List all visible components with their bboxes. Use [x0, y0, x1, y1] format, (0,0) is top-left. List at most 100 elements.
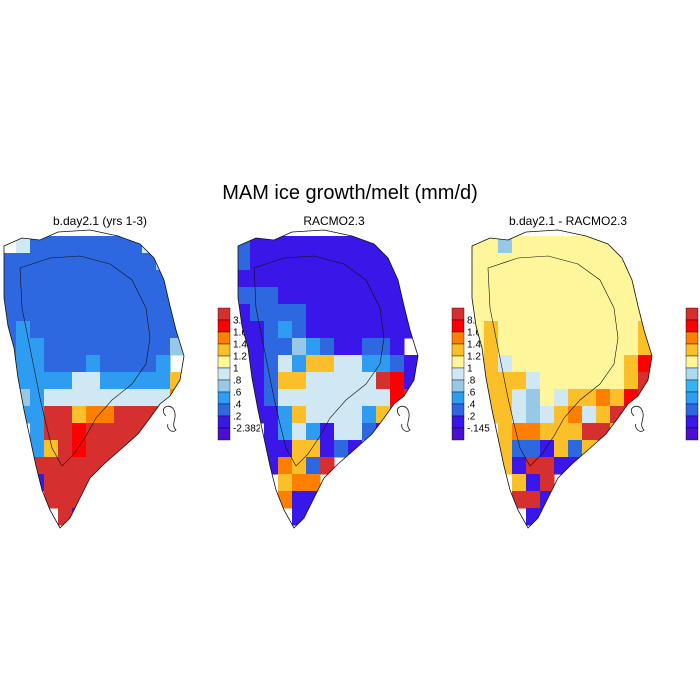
- grid-cell: [540, 236, 555, 254]
- grid-cell: [264, 355, 279, 373]
- colorbar-swatch: [451, 355, 465, 369]
- grid-cell: [362, 372, 377, 390]
- grid-cell: [238, 355, 251, 373]
- colorbar-tick-label: .2: [467, 412, 476, 423]
- grid-cell: [128, 423, 143, 441]
- grid-cell: [334, 389, 349, 407]
- map-panel-difference: b.day2.1 - RACMO2.3 3.2721.61.2.8.40-.4-…: [468, 214, 700, 534]
- grid-cell: [142, 338, 157, 356]
- grid-cell: [292, 457, 307, 475]
- grid-cell: [610, 287, 625, 305]
- grid-cell: [498, 406, 513, 424]
- grid-cell: [250, 338, 265, 356]
- grid-cell: [320, 406, 335, 424]
- grid-cell: [320, 440, 335, 458]
- grid-cell: [348, 338, 363, 356]
- grid-cell: [100, 423, 115, 441]
- grid-cell: [610, 372, 625, 390]
- colorbar-tick-label: .4: [467, 400, 476, 411]
- grid-cell: [264, 321, 279, 339]
- grid-cell: [100, 389, 115, 407]
- grid-cell: [540, 338, 555, 356]
- grid-cell: [114, 338, 129, 356]
- grid-cell: [582, 355, 597, 373]
- grid-cell: [114, 304, 129, 322]
- grid-cell: [142, 236, 157, 254]
- grid-cell: [86, 440, 101, 458]
- grid-cell: [278, 440, 293, 458]
- grid-cell: [306, 508, 321, 526]
- grid-cell: [484, 321, 499, 339]
- colorbar-swatch: [451, 367, 465, 381]
- grid-cell: [498, 287, 513, 305]
- grid-cell: [526, 304, 541, 322]
- panel-title-difference: b.day2.1 - RACMO2.3: [508, 214, 628, 228]
- grid-cell: [4, 270, 17, 288]
- grid-cell: [554, 372, 569, 390]
- colorbar-swatch: [451, 379, 465, 393]
- grid-cell: [540, 389, 555, 407]
- grid-cell: [624, 304, 639, 322]
- grid-cell: [44, 389, 59, 407]
- grid-cell: [362, 304, 377, 322]
- colorbar-tick-label: 1.2: [467, 352, 481, 363]
- grid-cell: [58, 474, 73, 492]
- grid-cell: [512, 236, 527, 254]
- grid-cell: [142, 355, 157, 373]
- grid-cell: [264, 236, 279, 254]
- grid-cell: [44, 270, 59, 288]
- grid-cell: [568, 406, 583, 424]
- grid-cell: [526, 389, 541, 407]
- grid-cell: [128, 338, 143, 356]
- grid-cell: [512, 423, 527, 441]
- grid-cell: [512, 253, 527, 271]
- grid-cell: [44, 423, 59, 441]
- panel-title-racmo: RACMO2.3: [303, 214, 365, 228]
- grid-cell: [568, 304, 583, 322]
- grid-cell: [142, 372, 157, 390]
- grid-cell: [390, 236, 405, 254]
- grid-cell: [58, 406, 73, 424]
- grid-cell: [100, 440, 115, 458]
- grid-cell: [596, 423, 611, 441]
- grid-cell: [44, 287, 59, 305]
- grid-cell: [238, 287, 251, 305]
- colorbar-swatch: [685, 355, 699, 369]
- grid-cell: [320, 321, 335, 339]
- grid-cell: [292, 491, 307, 509]
- grid-cell: [582, 236, 597, 254]
- grid-cell: [306, 355, 321, 373]
- grid-cell: [554, 270, 569, 288]
- grid-cell: [624, 338, 639, 356]
- grid-cell: [484, 270, 499, 288]
- grid-cell: [596, 372, 611, 390]
- grid-cell: [250, 253, 265, 271]
- grid-cell: [292, 287, 307, 305]
- grid-cell: [596, 270, 611, 288]
- grid-cell: [16, 406, 31, 424]
- grid-cell: [128, 355, 143, 373]
- grid-cell: [582, 270, 597, 288]
- grid-cell: [16, 355, 31, 373]
- colorbar-swatch: [685, 331, 699, 345]
- grid-cell: [582, 338, 597, 356]
- grid-cell: [554, 355, 569, 373]
- grid-cell: [306, 321, 321, 339]
- grid-cell: [334, 253, 349, 271]
- grid-cell: [334, 440, 349, 458]
- grid-cell: [44, 355, 59, 373]
- grid-cell: [484, 355, 499, 373]
- grid-cell: [4, 304, 17, 322]
- colorbar-swatch: [217, 343, 231, 357]
- grid-cell: [278, 253, 293, 271]
- greenland-map-model: [3, 229, 185, 529]
- grid-cell: [156, 423, 171, 441]
- grid-cell: [306, 457, 321, 475]
- colorbar-swatch: [685, 307, 699, 321]
- grid-cell: [610, 355, 625, 373]
- grid-cell: [306, 304, 321, 322]
- grid-cell: [498, 389, 513, 407]
- grid-cell: [278, 338, 293, 356]
- grid-cell: [554, 406, 569, 424]
- grid-cell: [30, 253, 45, 271]
